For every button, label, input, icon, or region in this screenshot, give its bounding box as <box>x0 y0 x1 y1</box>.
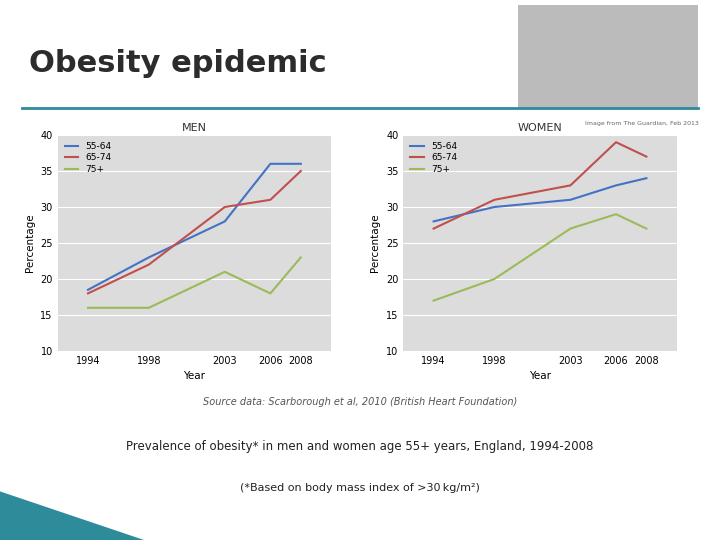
Y-axis label: Percentage: Percentage <box>24 214 35 272</box>
X-axis label: Year: Year <box>529 372 551 381</box>
Text: (*Based on body mass index of >30 kg/m²): (*Based on body mass index of >30 kg/m²) <box>240 483 480 494</box>
Title: WOMEN: WOMEN <box>518 123 562 133</box>
Polygon shape <box>0 491 144 540</box>
Text: Obesity epidemic: Obesity epidemic <box>29 49 326 78</box>
Y-axis label: Percentage: Percentage <box>370 214 380 272</box>
Title: MEN: MEN <box>182 123 207 133</box>
Legend: 55-64, 65-74, 75+: 55-64, 65-74, 75+ <box>408 139 460 177</box>
Text: Source data: Scarborough et al, 2010 (British Heart Foundation): Source data: Scarborough et al, 2010 (Br… <box>203 397 517 407</box>
Text: Prevalence of obesity* in men and women age 55+ years, England, 1994-2008: Prevalence of obesity* in men and women … <box>126 440 594 453</box>
Legend: 55-64, 65-74, 75+: 55-64, 65-74, 75+ <box>62 139 114 177</box>
Text: Image from The Guardian, Feb 2013: Image from The Guardian, Feb 2013 <box>585 122 698 126</box>
X-axis label: Year: Year <box>184 372 205 381</box>
